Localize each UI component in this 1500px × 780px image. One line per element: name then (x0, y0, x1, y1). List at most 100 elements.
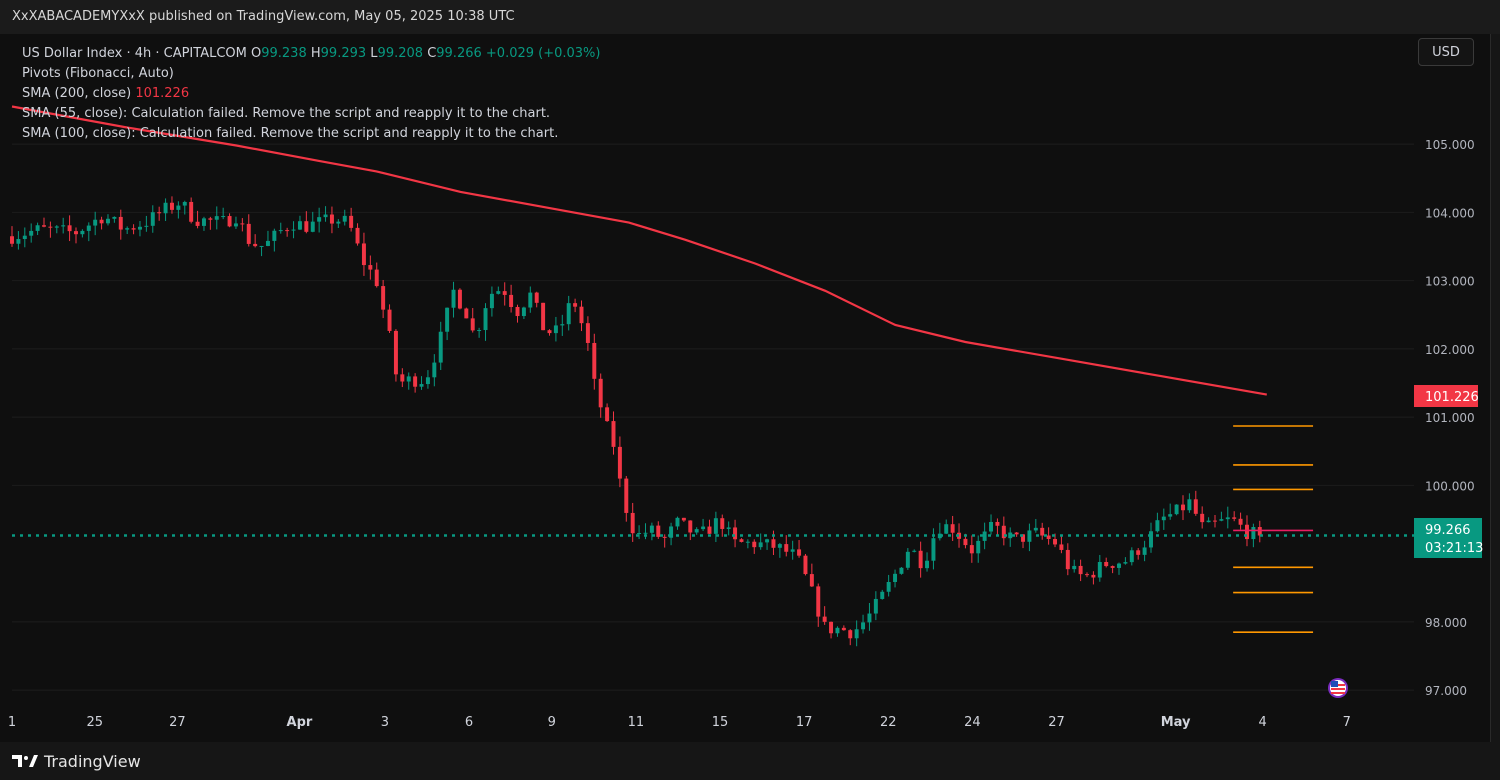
candle (694, 527, 699, 535)
candle (163, 198, 168, 222)
brand-name: TradingView (44, 751, 141, 771)
candle (861, 614, 866, 634)
candle (969, 535, 974, 563)
candle (16, 231, 21, 250)
candle (713, 511, 718, 543)
candle (67, 215, 72, 242)
candle (1091, 571, 1096, 585)
pivot-levels (1233, 425, 1314, 633)
candle (214, 206, 219, 230)
candle (899, 567, 904, 575)
candle (1213, 514, 1217, 528)
candle (1193, 490, 1198, 516)
x-tick-label: 17 (796, 715, 813, 730)
candle (643, 523, 648, 540)
candle (912, 549, 917, 553)
candle (125, 226, 130, 234)
candle (457, 288, 462, 310)
candle (1027, 523, 1032, 552)
candle (1085, 572, 1089, 578)
price-labels: 101.226 99.266 03:21:13 (1414, 385, 1483, 558)
candle (387, 304, 392, 333)
candle (649, 522, 654, 541)
candle (707, 519, 712, 534)
close-value: 99.266 (436, 46, 482, 61)
candle (470, 308, 475, 333)
x-tick-label: 22 (880, 715, 897, 730)
x-tick-label: 1 (8, 715, 16, 730)
candle (1053, 533, 1057, 548)
candle (528, 286, 533, 313)
candle (957, 523, 962, 548)
candle (182, 200, 187, 215)
flag-icon (1328, 678, 1348, 698)
y-tick-label: 101.000 (1425, 411, 1475, 425)
candle (1155, 512, 1160, 533)
candle (560, 314, 565, 336)
sma200-value: 101.226 (135, 86, 190, 101)
footer: TradingView (0, 742, 1500, 780)
candle (611, 411, 616, 455)
candle (1008, 527, 1013, 547)
candle (304, 211, 309, 234)
high-label: H (310, 46, 321, 61)
sma55-error: SMA (55, close): Calculation failed. Rem… (22, 106, 551, 121)
candle (765, 538, 770, 550)
change-value: +0.029 (+0.03%) (485, 46, 601, 61)
open-value: 99.238 (261, 46, 307, 61)
candle (355, 223, 360, 246)
chart-grid (12, 143, 1414, 691)
candle (74, 227, 78, 244)
candle (272, 228, 277, 252)
candle (566, 295, 571, 331)
candle (105, 214, 110, 226)
candle (201, 216, 206, 231)
x-axis: 1 25 27 Apr 3 6 9 11 15 17 22 24 27 May 4 7 (8, 715, 1351, 730)
price-chart[interactable]: 97.000 98.000 100.000 101.000 102.000 103.000… (0, 34, 1490, 742)
chart-frame[interactable]: 97.000 98.000 100.000 101.000 102.000 103.000… (0, 34, 1491, 742)
candle (336, 219, 341, 228)
candle (118, 209, 123, 240)
candle (489, 286, 494, 317)
candle (1110, 565, 1115, 574)
candle (1206, 517, 1211, 523)
candle (893, 569, 898, 588)
symbol-label: US Dollar Index · 4h · CAPITALCOM (22, 46, 247, 61)
y-tick-label: 98.000 (1425, 616, 1467, 630)
candle (918, 541, 923, 578)
y-axis: 97.000 98.000 100.000 101.000 102.000 103.000… (1425, 138, 1475, 698)
candle (585, 316, 590, 351)
currency-button[interactable]: USD (1418, 38, 1474, 66)
candle (131, 224, 136, 235)
candle (752, 539, 757, 554)
candle (112, 216, 117, 223)
candles (10, 196, 1262, 647)
publisher-bar: XxXABACADEMYXxX published on TradingView… (0, 0, 1500, 34)
candle (777, 542, 782, 558)
candle (1225, 506, 1230, 529)
candle (310, 211, 315, 233)
candle (669, 522, 674, 546)
candle (1200, 506, 1205, 529)
candle (553, 316, 558, 342)
candle (905, 548, 910, 570)
candle (841, 625, 846, 631)
candle (477, 327, 482, 338)
candle (662, 534, 667, 548)
candle (432, 354, 437, 387)
candle (22, 227, 27, 248)
candle (157, 206, 162, 221)
ohlc-row: US Dollar Index · 4h · CAPITALCOM O99.23… (22, 44, 600, 64)
candle (605, 403, 610, 422)
x-tick-label: 27 (169, 715, 186, 730)
candle (393, 329, 398, 382)
candle (547, 329, 552, 336)
candle (169, 196, 174, 214)
candle (323, 206, 328, 222)
candle (630, 502, 635, 542)
candle (656, 521, 661, 539)
candle (880, 589, 885, 600)
candle (1046, 527, 1051, 545)
candle (29, 223, 34, 243)
candle (829, 621, 834, 639)
